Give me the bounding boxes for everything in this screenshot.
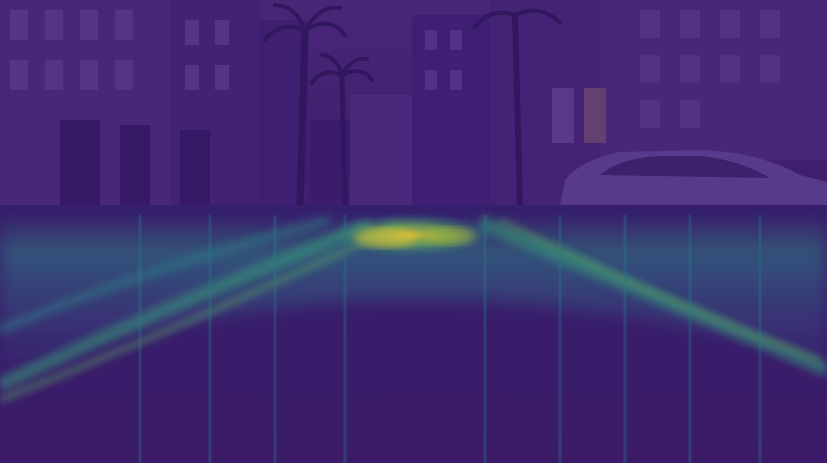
lane-heatmap xyxy=(0,213,827,463)
buildings-right xyxy=(350,0,827,205)
buildings-left xyxy=(0,0,355,210)
palm-trees xyxy=(263,3,562,206)
